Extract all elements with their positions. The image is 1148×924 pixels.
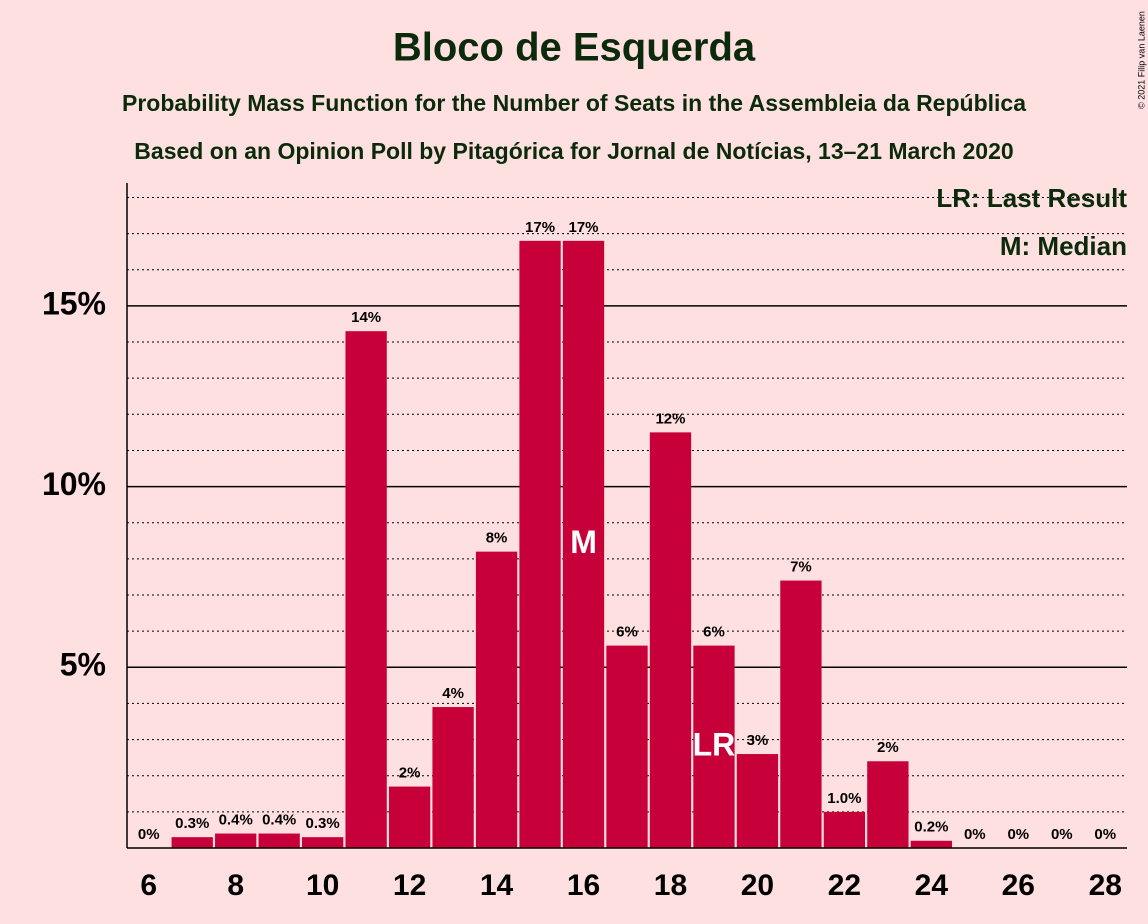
- value-label: 0%: [1007, 826, 1029, 843]
- bar: [258, 833, 300, 848]
- chart-subtitle: Probability Mass Function for the Number…: [122, 90, 1026, 116]
- annotation: LR: [693, 726, 736, 762]
- value-label: 0%: [1094, 826, 1116, 843]
- value-label: 17%: [569, 219, 599, 236]
- annotation: M: [570, 524, 597, 560]
- x-tick-label: 24: [915, 869, 949, 902]
- value-label: 7%: [790, 559, 812, 576]
- copyright: © 2021 Filip van Laenen: [1136, 11, 1146, 109]
- bar: [823, 811, 866, 848]
- y-tick-label: 5%: [60, 647, 106, 683]
- y-tick-label: 10%: [42, 466, 106, 502]
- bars: [171, 240, 952, 849]
- chart-title: Bloco de Esquerda: [393, 26, 756, 70]
- x-tick-label: 16: [567, 869, 600, 902]
- value-label: 3%: [747, 732, 769, 749]
- value-label: 1.0%: [827, 790, 861, 807]
- value-label: 0.4%: [219, 812, 253, 829]
- bar: [693, 645, 735, 848]
- x-tick-label: 6: [140, 869, 157, 902]
- value-label: 6%: [703, 624, 725, 641]
- x-tick-label: 28: [1089, 869, 1122, 902]
- value-label: 0.2%: [914, 819, 948, 836]
- x-tick-label: 26: [1002, 869, 1035, 902]
- x-tick-label: 8: [227, 869, 244, 902]
- y-tick-label: 15%: [42, 285, 106, 321]
- value-label: 14%: [351, 309, 381, 326]
- bar: [867, 761, 909, 848]
- value-label: 12%: [655, 410, 685, 427]
- bar: [388, 786, 431, 848]
- value-label: 2%: [399, 765, 421, 782]
- bar: [519, 240, 561, 849]
- value-label: 0%: [964, 826, 986, 843]
- x-tick-label: 10: [306, 869, 339, 902]
- bar: [606, 645, 648, 848]
- x-tick-label: 18: [654, 869, 687, 902]
- x-tick-label: 20: [741, 869, 774, 902]
- value-label: 17%: [525, 219, 555, 236]
- value-label: 0.3%: [306, 815, 340, 832]
- value-label: 0.3%: [175, 815, 209, 832]
- legend-entry: LR: Last Result: [936, 183, 1127, 213]
- value-label: 4%: [442, 685, 464, 702]
- value-label: 8%: [486, 530, 508, 547]
- value-label: 0.4%: [262, 812, 296, 829]
- x-tick-label: 22: [828, 869, 861, 902]
- bar: [432, 707, 474, 848]
- value-label: 6%: [616, 624, 638, 641]
- bar: [910, 840, 952, 848]
- value-label: 2%: [877, 739, 899, 756]
- bar: [475, 551, 518, 848]
- legend-entry: M: Median: [1000, 231, 1127, 261]
- bar: [171, 837, 213, 848]
- bar: [780, 580, 822, 848]
- bar: [215, 833, 257, 848]
- bar: [345, 331, 387, 849]
- bar: [562, 240, 605, 849]
- chart-subtitle: Based on an Opinion Poll by Pitagórica f…: [134, 138, 1013, 164]
- bar: [736, 754, 779, 848]
- x-tick-label: 14: [480, 869, 514, 902]
- x-tick-label: 12: [393, 869, 426, 902]
- bar: [302, 837, 344, 848]
- bar: [649, 432, 692, 848]
- value-label: 0%: [1051, 826, 1073, 843]
- value-label: 0%: [138, 826, 160, 843]
